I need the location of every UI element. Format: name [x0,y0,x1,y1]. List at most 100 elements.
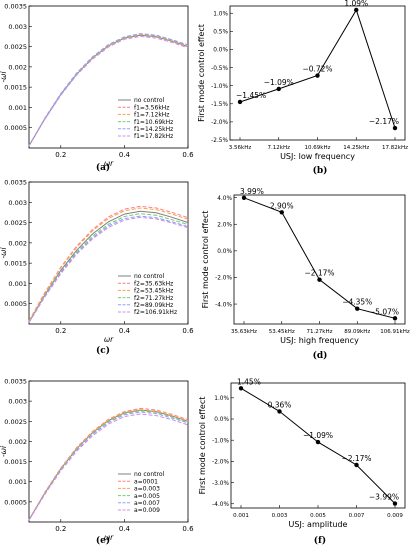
x-tick-label: 0.007 [349,513,365,519]
y-axis-label: First mode control effect [197,24,206,122]
data-point [315,73,320,78]
data-point [354,462,359,468]
panel-c: 0.2 0.4 0.6 0.0005 0.001 0.0015 0.002 0.0025 0.0… [0,179,194,357]
y-tick-label: 0.0005 [4,300,27,308]
y-tick-label: 0.001 [8,478,27,486]
series-line-4 [28,33,189,146]
x-tick-label: 71.27kHz [307,329,333,335]
legend-label-1: a=0001 [134,478,158,485]
y-tick-label: 0.0015 [4,84,27,92]
data-point [241,195,247,200]
data-label: −0.72% [302,65,332,74]
y-tick-label: 0.002 [8,438,27,446]
series-line-5 [28,35,189,147]
x-axis-label: ωr [104,533,114,542]
data-point [277,409,282,414]
y-tick-label: 0.0% [217,249,232,255]
data-point [315,439,321,445]
y-tick-label: 0.0% [214,417,229,423]
data-label: −2.17% [369,117,399,126]
data-label: −3.99% [369,493,399,502]
legend-label-3: a=0.005 [134,493,160,500]
x-axis-label: USJ: amplitude [289,520,348,529]
plot-area [229,5,406,141]
data-point [279,210,284,215]
y-axis-label: -ωi [0,71,8,83]
y-tick-label: 0.0015 [4,458,27,466]
data-label: −1.09% [264,78,294,87]
plot-area [28,181,189,325]
y-tick-label: -1.0% [212,438,229,444]
legend-label-2: f1=7.12kHz [134,112,169,119]
data-point [237,99,243,105]
data-label: −2.17% [341,454,371,463]
legend-label-2: a=0.003 [134,486,160,493]
panel-label: (f) [314,535,326,546]
series-line-1 [28,205,189,322]
data-label: 1.09% [344,0,368,8]
panel-e: 0.2 0.4 0.6 0.0005 0.001 0.0015 0.002 0.0025 0.0… [0,378,194,547]
x-tick-label: 0.001 [233,513,249,519]
data-point [392,316,398,321]
y-tick-label: -2.5% [211,138,228,144]
plot-area [28,5,189,149]
data-label: −4.35% [342,298,372,307]
y-tick-label: 4.0% [217,196,232,202]
y-tick-label: 0.0005 [4,498,27,506]
x-axis-label: USJ: low frequency [280,152,355,161]
panel-d: 35.63kHz 53.45kHz 71.27kHz 89.09kHz 106.91kH… [201,187,410,361]
panel-f: 0.001 0.003 0.005 0.007 0.009 -4.0% -3.0% -2.0%… [198,377,406,546]
panel-label: (a) [96,162,110,173]
y-tick-label: 0.5% [213,30,228,36]
data-label: −5.07% [369,307,399,316]
y-tick-label: 0.001 [8,104,27,112]
y-tick-label: 0.0035 [4,179,27,187]
plot-area [230,382,406,509]
x-tick-label: 10.69kHz [305,145,331,151]
y-tick-label: 0.001 [8,280,27,288]
y-tick-label: 0.0005 [4,124,27,132]
data-label: 2.90% [270,201,294,210]
x-axis-label: ωr [104,159,114,168]
y-tick-label: 0.003 [8,23,27,31]
x-axis-label: USJ: high frequency [280,336,359,345]
legend-label-4: f1=14.25kHz [134,126,173,133]
x-tick-label: 7.12kHz [268,145,291,151]
y-tick-label: -0.5% [211,66,228,72]
y-axis-label: -ωi [0,247,8,259]
y-tick-label: 0.002 [8,239,27,247]
legend-label-0: no control [134,273,165,280]
y-tick-label: 0.0035 [4,3,27,11]
y-tick-label: 0.0025 [4,43,27,51]
x-tick-label: 0.2 [55,525,66,533]
x-tick-label: 0.2 [55,151,66,159]
panel-a: 0.2 0.4 0.6 0.0005 0.001 0.0015 0.002 0.0025 0.0… [0,3,194,174]
legend-label-3: f2=71.27kHz [134,295,173,302]
legend-label-0: no control [134,471,165,478]
panel-label: (c) [96,345,110,356]
y-axis-label: -ωi [0,445,8,457]
x-tick-label: 0.4 [119,327,131,335]
y-tick-label: -1.5% [211,102,228,108]
x-tick-label: 0.6 [182,525,194,533]
x-tick-label: 53.45kHz [269,329,295,335]
y-axis-label: First mode control effect [198,397,207,495]
legend-label-2: f2=53.45kHz [134,288,173,295]
x-tick-label: 0.005 [310,513,326,519]
y-tick-label: 0.0025 [4,418,27,426]
data-point [355,306,360,311]
x-axis-label: ωr [104,335,114,344]
data-point [392,125,398,131]
x-tick-label: 0.009 [387,513,403,519]
panel-label: (e) [96,535,110,546]
x-tick-label: 0.003 [272,513,288,519]
data-label: −1.45% [236,91,266,100]
data-point [317,277,322,282]
series-line-5 [28,413,189,521]
x-tick-label: 0.6 [182,327,194,335]
y-tick-label: -3.0% [212,481,229,487]
y-tick-label: 0.003 [8,199,27,207]
x-tick-label: 106.91kHz [380,329,410,335]
y-tick-label: 0.0035 [4,378,27,386]
data-point [354,7,359,13]
